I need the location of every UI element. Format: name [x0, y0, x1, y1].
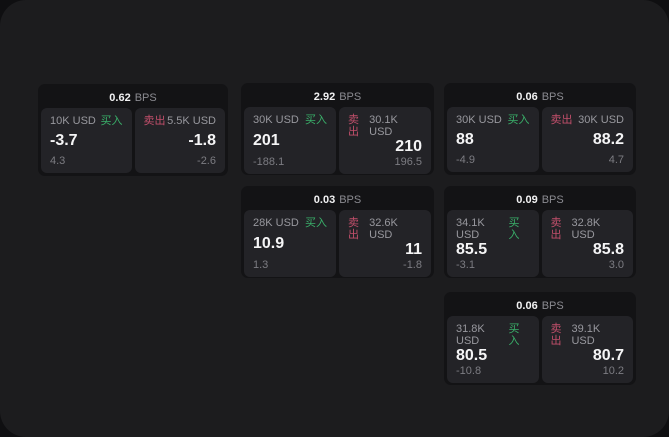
sell-price: 85.8	[592, 241, 624, 258]
buy-tag: 买入	[508, 323, 520, 347]
bps-value: 0.06	[516, 90, 538, 103]
sell-tag: 卖出	[143, 115, 166, 127]
buy-panel[interactable]: 30K USD 买入 88 -4.9	[447, 107, 539, 172]
buy-amount: 34.1K USD	[456, 217, 485, 241]
buy-tag: 买入	[305, 114, 327, 126]
buy-panel[interactable]: 34.1K USD 买入 85.5 -3.1	[447, 210, 539, 277]
buy-delta: -10.8	[456, 365, 482, 377]
buy-delta: -188.1	[253, 156, 285, 168]
card-header: 0.03 BPS	[244, 189, 431, 210]
sell-delta: -2.6	[197, 155, 216, 167]
sell-price: 80.7	[592, 347, 624, 364]
sell-price: 88.2	[592, 131, 624, 148]
buy-panel[interactable]: 31.8K USD 买入 80.5 -10.8	[447, 316, 539, 383]
bps-unit-label: BPS	[541, 299, 564, 312]
buy-price: 80.5	[456, 347, 488, 364]
buy-amount: 30K USD	[456, 114, 502, 126]
bps-value: 0.09	[516, 193, 538, 206]
buy-delta: -4.9	[456, 154, 475, 166]
buy-price: 201	[253, 132, 280, 149]
buy-panel[interactable]: 30K USD 买入 201 -188.1	[244, 107, 336, 174]
bps-unit-label: BPS	[134, 91, 157, 104]
bps-unit-label: BPS	[339, 90, 362, 103]
sell-amount: 30.1K USD	[369, 114, 398, 138]
card-header: 0.09 BPS	[447, 189, 633, 210]
sell-panel[interactable]: 卖出 30.1K USD 210 196.5	[339, 107, 431, 174]
sell-panel[interactable]: 卖出 32.6K USD 11 -1.8	[339, 210, 431, 277]
quote-panels: 28K USD 买入 10.9 1.3 卖出 32.6K USD 11 -1.8	[244, 210, 431, 277]
card-header: 0.06 BPS	[447, 86, 633, 107]
quote-card: 0.06 BPS 30K USD 买入 88 -4.9 卖出 30K USD	[444, 83, 636, 175]
buy-price: 88	[456, 131, 474, 148]
sell-tag: 卖出	[348, 217, 359, 241]
sell-price: 210	[395, 138, 422, 155]
quote-card: 2.92 BPS 30K USD 买入 201 -188.1 卖出 30.1K …	[241, 83, 434, 175]
sell-amount: 32.6K USD	[369, 217, 398, 241]
sell-amount: 30K USD	[578, 114, 624, 126]
buy-delta: 4.3	[50, 155, 66, 167]
card-header: 0.62 BPS	[41, 87, 225, 108]
buy-tag: 买入	[508, 217, 520, 241]
buy-price: 10.9	[253, 235, 285, 252]
quote-card: 0.62 BPS 10K USD 买入 -3.7 4.3 卖出 5.5K USD	[38, 84, 228, 176]
sell-amount: 5.5K USD	[167, 115, 216, 127]
sell-panel[interactable]: 卖出 5.5K USD -1.8 -2.6	[134, 108, 225, 173]
sell-amount: 32.8K USD	[571, 217, 601, 241]
buy-amount: 28K USD	[253, 217, 299, 229]
buy-price: -3.7	[50, 132, 78, 149]
buy-tag: 买入	[507, 114, 530, 126]
bps-value: 2.92	[313, 90, 336, 103]
card-header: 0.06 BPS	[447, 295, 633, 316]
buy-panel[interactable]: 28K USD 买入 10.9 1.3	[244, 210, 336, 277]
sell-delta: 4.7	[608, 154, 624, 166]
sell-delta: -1.8	[403, 259, 422, 271]
buy-delta: 1.3	[253, 259, 269, 271]
bps-unit-label: BPS	[339, 193, 362, 206]
sell-panel[interactable]: 卖出 39.1K USD 80.7 10.2	[541, 316, 633, 383]
bps-value: 0.06	[516, 299, 538, 312]
bps-value: 0.03	[313, 193, 336, 206]
sell-amount: 39.1K USD	[571, 323, 601, 347]
bps-unit-label: BPS	[541, 193, 564, 206]
bps-value: 0.62	[109, 91, 131, 104]
sell-tag: 卖出	[550, 217, 562, 241]
sell-panel[interactable]: 卖出 30K USD 88.2 4.7	[541, 107, 633, 172]
sell-delta: 3.0	[608, 259, 624, 271]
quote-card: 0.09 BPS 34.1K USD 买入 85.5 -3.1 卖出 32.8K…	[444, 186, 636, 278]
quote-panels: 31.8K USD 买入 80.5 -10.8 卖出 39.1K USD 80.…	[447, 316, 633, 383]
buy-amount: 31.8K USD	[456, 323, 485, 347]
quote-card: 0.06 BPS 31.8K USD 买入 80.5 -10.8 卖出 39.1…	[444, 292, 636, 385]
quote-panels: 30K USD 买入 201 -188.1 卖出 30.1K USD 210 1…	[244, 107, 431, 174]
sell-tag: 卖出	[550, 114, 573, 126]
buy-panel[interactable]: 10K USD 买入 -3.7 4.3	[41, 108, 132, 173]
buy-delta: -3.1	[456, 259, 475, 271]
sell-panel[interactable]: 卖出 32.8K USD 85.8 3.0	[541, 210, 633, 277]
sell-tag: 卖出	[348, 114, 359, 138]
buy-price: 85.5	[456, 241, 488, 258]
quote-card: 0.03 BPS 28K USD 买入 10.9 1.3 卖出 32.6K US…	[241, 186, 434, 278]
sell-delta: 10.2	[602, 365, 624, 377]
sell-price: -1.8	[188, 132, 216, 149]
sell-price: 11	[405, 241, 422, 258]
sell-tag: 卖出	[550, 323, 562, 347]
quote-panels: 30K USD 买入 88 -4.9 卖出 30K USD 88.2 4.7	[447, 107, 633, 172]
card-header: 2.92 BPS	[244, 86, 431, 107]
sell-delta: 196.5	[394, 156, 422, 168]
buy-tag: 买入	[305, 217, 327, 229]
bps-unit-label: BPS	[541, 90, 564, 103]
buy-tag: 买入	[100, 115, 123, 127]
buy-amount: 10K USD	[50, 115, 96, 127]
buy-amount: 30K USD	[253, 114, 299, 126]
quote-panels: 34.1K USD 买入 85.5 -3.1 卖出 32.8K USD 85.8…	[447, 210, 633, 277]
quote-panels: 10K USD 买入 -3.7 4.3 卖出 5.5K USD -1.8 -2.…	[41, 108, 225, 173]
